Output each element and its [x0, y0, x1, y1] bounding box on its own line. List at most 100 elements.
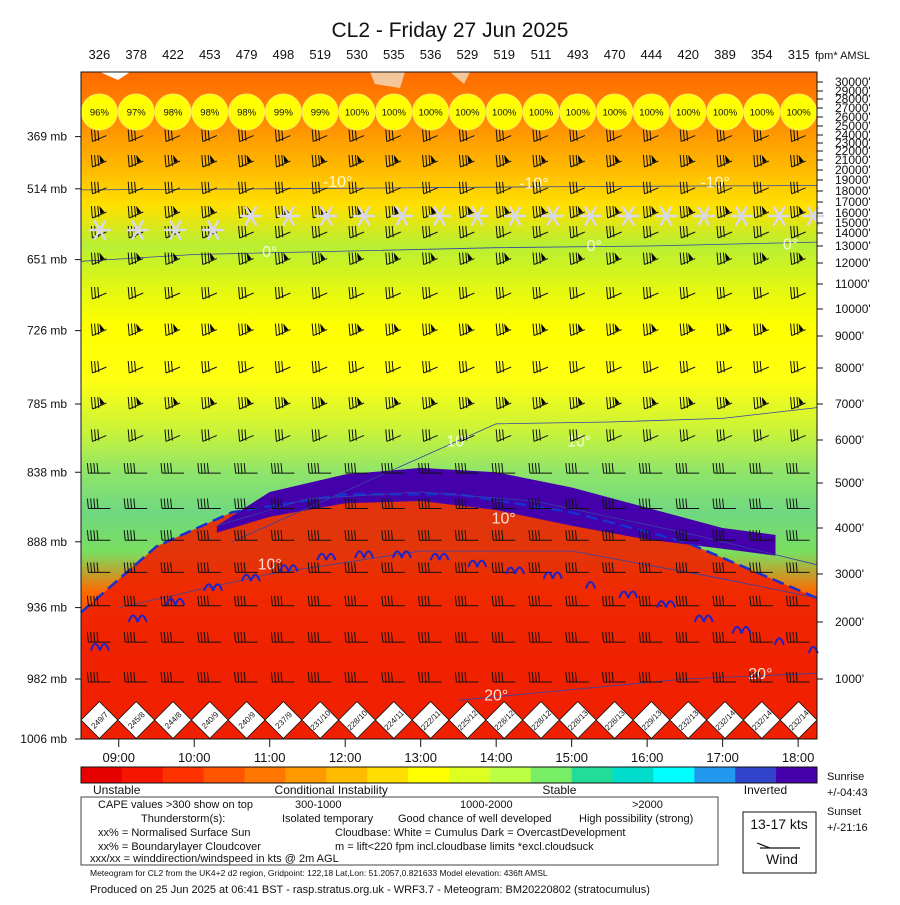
time-label: 18:00	[782, 750, 815, 765]
cumulus-icon	[773, 637, 785, 646]
legend-thunder-2: Good chance of well developed	[398, 813, 552, 825]
colorbar-swatch	[653, 767, 695, 783]
wind-barb	[565, 562, 589, 573]
wind-barb	[790, 225, 806, 239]
wind-barb	[532, 286, 549, 300]
wind-barb	[385, 286, 401, 300]
sun-circle	[522, 93, 560, 131]
time-label: 13:00	[404, 750, 437, 765]
colorbar-swatch	[408, 767, 450, 783]
wind-barb	[716, 323, 733, 337]
wind-barb	[753, 154, 769, 168]
wind-barb	[569, 429, 585, 442]
wind-barb-pennant	[614, 155, 620, 163]
wind-barb	[311, 225, 328, 239]
wind-barb	[90, 360, 107, 374]
altitude-label: 13000'	[835, 239, 871, 253]
wind-barb	[385, 154, 401, 168]
boundary-layer-top-line	[80, 493, 818, 614]
altitude-label: 24000'	[835, 128, 871, 142]
wind-barb	[565, 671, 589, 683]
top-axis-value: 326	[89, 47, 111, 62]
wind-barb	[495, 225, 512, 239]
top-axis-value: 536	[420, 47, 442, 62]
wind-barb	[344, 595, 368, 607]
wind-barb	[123, 530, 148, 541]
wind-barb-pennant	[651, 155, 657, 163]
wind-barb	[712, 632, 736, 643]
snowflake-core	[96, 227, 103, 233]
wind-barb	[753, 252, 769, 266]
cumulus-icon	[354, 550, 375, 559]
wind-barb	[311, 154, 328, 168]
colorbar-swatch	[326, 767, 368, 783]
colorbar-swatch	[571, 767, 614, 783]
wind-label-diamond	[558, 701, 597, 739]
wind-barb	[238, 286, 254, 300]
wind-barb	[642, 396, 659, 410]
altitude-label: 18000'	[835, 184, 871, 198]
sun-percentage: 97%	[127, 108, 147, 119]
sun-percentage: 100%	[786, 108, 811, 119]
wind-barb	[638, 671, 663, 683]
wind-barb	[642, 181, 659, 195]
wind-barb	[238, 323, 254, 337]
cumulus-icon	[467, 559, 488, 568]
wind-barb	[270, 463, 295, 474]
cumulus-icon	[391, 550, 412, 559]
wind-barb	[86, 562, 111, 573]
legend-thunder: Thunderstorm(s):	[141, 813, 225, 825]
pressure-label: 785 mb	[27, 397, 67, 411]
time-label: 12:00	[329, 750, 362, 765]
wind-barb-pennant	[283, 397, 289, 405]
wind-barb-pennant	[467, 323, 473, 332]
wind-barb	[495, 205, 512, 219]
cumulus-icon	[731, 625, 752, 634]
wind-barb	[569, 129, 585, 143]
wind-barb	[712, 530, 736, 541]
wind-barb-pennant	[688, 206, 694, 214]
sunset-label: Sunset	[827, 806, 861, 818]
wind-barb-pennant	[246, 155, 252, 163]
wind-barb	[127, 286, 144, 300]
plot-area: -10° -10° -10°0° 0° 0°10° 10°10°10°20°20° 96%…	[80, 71, 825, 740]
wind-barb-pennant	[651, 252, 657, 261]
colorbar-swatch	[162, 767, 205, 783]
wind-barb	[642, 154, 659, 168]
wind-barb	[234, 463, 258, 474]
wind-barb	[348, 360, 365, 374]
wind-barb	[786, 671, 810, 683]
wind-barb	[716, 154, 733, 168]
colorbar-swatch	[735, 767, 777, 783]
colorbar-label: Unstable	[93, 783, 141, 797]
wind-barb-pennant	[136, 323, 142, 332]
wind-key-speed: 13-17 kts	[750, 816, 808, 832]
wind-label-diamond	[522, 701, 560, 739]
wind-barb	[528, 562, 552, 573]
wind-barb	[197, 562, 221, 573]
wind-barb	[458, 323, 475, 337]
top-axis-value: 519	[309, 47, 331, 62]
wind-barb	[86, 498, 111, 509]
wind-barb	[495, 286, 512, 300]
wind-barb-pennant	[393, 323, 399, 332]
top-axis-value: 529	[457, 47, 479, 62]
colorbar-swatch	[489, 767, 532, 783]
wind-barb	[86, 671, 111, 683]
wind-barb-pennant	[467, 155, 473, 163]
wind-barb	[790, 360, 806, 374]
snowflake-core	[625, 213, 632, 219]
wind-barb	[606, 252, 622, 266]
cumulus-icon	[429, 552, 450, 561]
sun-circle	[301, 93, 339, 131]
sun-circle	[264, 93, 302, 131]
wind-barb	[679, 286, 696, 300]
wind-barb	[238, 396, 254, 410]
wind-barb-pennant	[173, 252, 178, 261]
cumulus-icon	[693, 614, 714, 623]
wind-barb	[197, 498, 221, 509]
wind-barb	[381, 498, 405, 509]
sun-circle	[706, 93, 744, 131]
wind-barb	[307, 595, 332, 607]
snowflake-icon	[466, 206, 489, 226]
